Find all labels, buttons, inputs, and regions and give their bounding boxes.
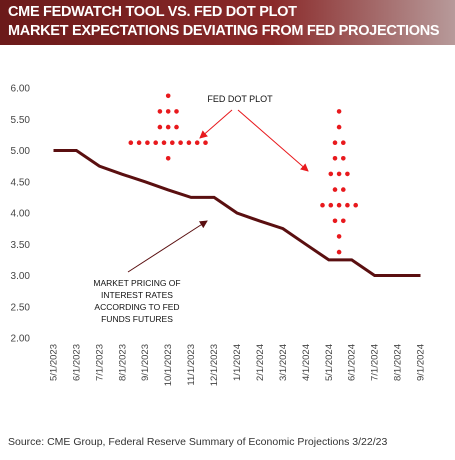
- fed-dot-2023: [170, 140, 175, 145]
- x-tick-label: 8/1/2024: [393, 344, 404, 381]
- fed-dot-2024: [336, 109, 342, 114]
- fed-dot-2024: [345, 171, 350, 177]
- market-pricing-label-line: ACCORDING TO FED: [94, 302, 179, 312]
- x-tick-label: 11/1/2023: [186, 344, 197, 386]
- x-tick-label: 6/1/2024: [347, 344, 358, 381]
- y-tick-label: 4.50: [11, 177, 31, 188]
- chart-title: CME FEDWATCH TOOL VS. FED DOT PLOT: [8, 4, 297, 20]
- fed-dot-plot-label: FED DOT PLOT: [207, 94, 273, 104]
- fed-dot-2024: [336, 234, 342, 239]
- fed-dot-2023: [157, 124, 163, 130]
- fed-dot-2024: [353, 202, 359, 208]
- source-note: Source: CME Group, Federal Reserve Summa…: [8, 436, 388, 448]
- fed-dot-2024: [332, 140, 338, 145]
- y-tick-label: 5.00: [11, 146, 31, 157]
- fed-dot-2024: [341, 218, 346, 224]
- fed-dot-2023: [165, 109, 171, 114]
- fed-dot-2023: [157, 109, 163, 114]
- x-tick-label: 2/1/2024: [255, 344, 266, 381]
- x-tick-label: 10/1/2023: [163, 344, 174, 386]
- fed-dot-2023: [174, 124, 179, 130]
- x-tick-label: 1/1/2024: [232, 344, 243, 381]
- x-tick-label: 3/1/2024: [278, 344, 289, 381]
- fed-dot-plot-arrow-left: [199, 109, 233, 139]
- fed-dot-2023: [153, 140, 158, 145]
- y-tick-label: 4.00: [11, 209, 31, 220]
- fed-dot-2024: [341, 140, 346, 145]
- title-banner: CME FEDWATCH TOOL VS. FED DOT PLOT MARKE…: [0, 0, 455, 45]
- fed-dot-2024: [336, 171, 342, 177]
- chart-subtitle: MARKET EXPECTATIONS DEVIATING FROM FED P…: [8, 23, 440, 39]
- fed-dot-2023: [174, 109, 179, 114]
- fed-dot-plot-arrow-right: [237, 109, 309, 172]
- fed-dot-2023: [194, 140, 200, 145]
- y-tick-label: 5.50: [11, 115, 31, 126]
- fed-dot-2023: [178, 140, 183, 145]
- chart-area: 2.00 2.50 3.00 3.50 4.00 4.50 5.00 5.50 6.00 5/1/…: [11, 84, 427, 387]
- x-tick-label: 7/1/2023: [94, 344, 105, 381]
- fed-dot-2024: [328, 202, 334, 208]
- fed-dot-2023: [145, 140, 150, 145]
- fed-dot-2024: [336, 124, 342, 130]
- fed-dot-2024: [341, 187, 346, 192]
- fed-dot-2024: [345, 202, 350, 208]
- fed-dot-2023: [165, 124, 171, 130]
- fed-dot-2024: [332, 187, 338, 192]
- x-tick-label: 5/1/2023: [48, 344, 59, 381]
- market-pricing-arrow: [127, 220, 208, 273]
- fed-dot-2023: [165, 156, 171, 161]
- y-tick-label: 2.00: [11, 334, 31, 345]
- market-pricing-label-line: MARKET PRICING OF: [93, 278, 180, 288]
- market-pricing-label-line: INTEREST RATES: [101, 290, 173, 300]
- y-tick-label: 3.50: [11, 240, 31, 251]
- x-tick-label: 6/1/2023: [71, 344, 82, 381]
- x-tick-label: 9/1/2024: [416, 344, 427, 381]
- x-tick-label: 8/1/2023: [117, 344, 128, 381]
- fed-dot-2023: [136, 140, 142, 145]
- fed-dot-2023: [161, 140, 167, 145]
- market-pricing-label-line: FUNDS FUTURES: [101, 314, 173, 324]
- x-tick-label: 9/1/2023: [140, 344, 151, 381]
- market-pricing-line: [53, 149, 421, 277]
- fed-dot-2024: [320, 202, 325, 208]
- fed-dot-2024: [332, 156, 338, 161]
- fed-dot-2024: [332, 218, 338, 224]
- x-tick-label: 5/1/2024: [324, 344, 335, 381]
- fed-dot-2024: [336, 249, 342, 255]
- fed-dot-2024: [328, 171, 334, 177]
- fed-dot-2023: [186, 140, 192, 145]
- x-tick-label: 12/1/2023: [209, 344, 220, 386]
- fed-dot-2024: [341, 156, 346, 161]
- y-tick-label: 6.00: [11, 84, 31, 95]
- y-tick-label: 2.50: [11, 302, 31, 313]
- fed-dot-2023: [128, 140, 134, 145]
- x-tick-label: 4/1/2024: [301, 344, 312, 381]
- fed-dot-2023: [165, 93, 171, 99]
- x-tick-label: 7/1/2024: [370, 344, 381, 381]
- fed-dot-2023: [203, 140, 208, 145]
- y-tick-label: 3.00: [11, 271, 31, 282]
- fed-dot-2024: [336, 202, 342, 208]
